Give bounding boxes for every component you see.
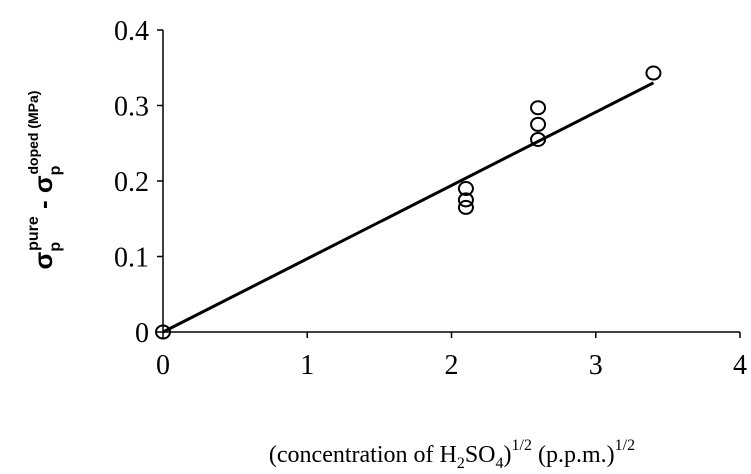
label-part: doped (MPa): [25, 91, 41, 175]
label-part: ): [504, 442, 512, 468]
point: [645, 65, 662, 81]
x-tick-label: 0: [156, 350, 170, 381]
label-part: σ: [28, 251, 58, 269]
label-part: p: [47, 242, 64, 252]
label-part: 1/2: [615, 437, 635, 454]
label-part: 4: [496, 455, 504, 472]
point: [155, 324, 171, 340]
x-axis-label: (concentration of H2SO4)1/2 (p.p.m.)1/2: [269, 437, 635, 472]
y-tick-label: 0.4: [114, 16, 149, 47]
point: [457, 199, 474, 215]
point: [530, 116, 547, 132]
fit-line: [162, 81, 655, 334]
x-tick-label: 1: [300, 350, 314, 381]
label-part: (concentration of H: [269, 442, 457, 468]
y-tick-label: 0: [135, 318, 149, 349]
point: [457, 192, 474, 208]
label-part: p: [47, 165, 64, 175]
label-part: SO: [465, 442, 496, 468]
label-part: -: [28, 193, 58, 216]
label-part: 2: [457, 455, 465, 472]
y-tick-label: 0.2: [114, 167, 149, 198]
label-part: (p.p.m.): [532, 442, 615, 468]
y-tick-label: 0.1: [114, 243, 149, 274]
point: [457, 181, 474, 197]
label-part: pure: [25, 216, 42, 251]
point: [530, 100, 547, 116]
y-tick-label: 0.3: [114, 92, 149, 123]
x-tick-label: 4: [733, 350, 747, 381]
y-axis-label: σppure - σpdoped (MPa): [25, 91, 64, 270]
label-part: σ: [28, 175, 58, 193]
x-tick-label: 2: [445, 350, 459, 381]
label-part: 1/2: [512, 437, 532, 454]
point: [530, 131, 547, 147]
x-tick-label: 3: [589, 350, 603, 381]
